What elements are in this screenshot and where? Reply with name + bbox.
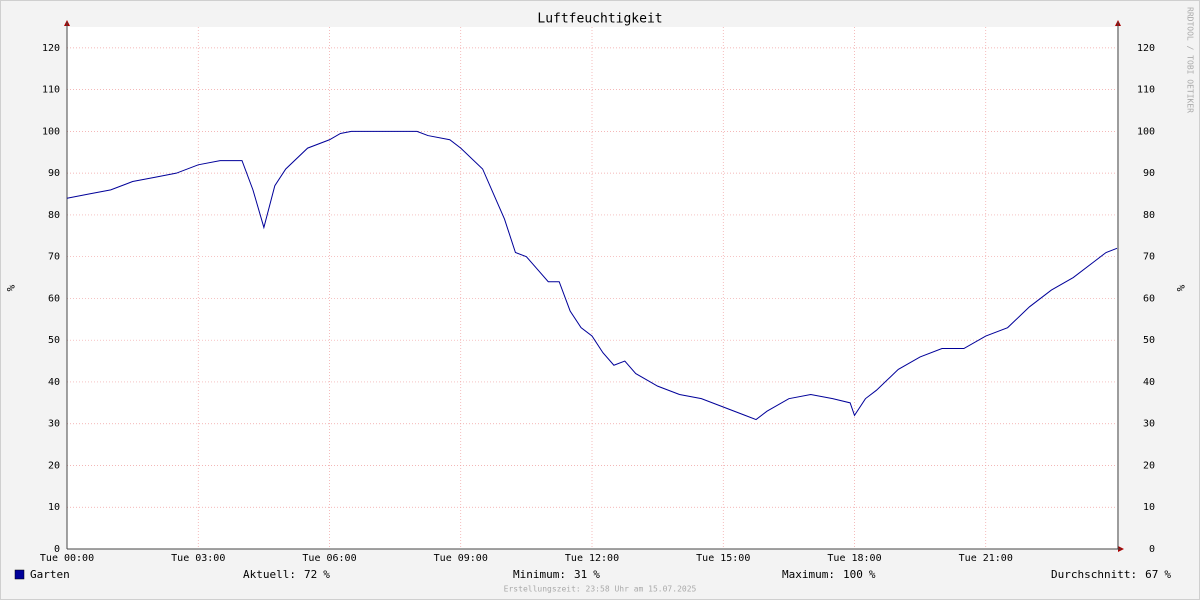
- y-axis-label: %: [4, 285, 17, 292]
- y-tick-label: 0: [54, 544, 60, 555]
- y-tick-label-right: 70: [1143, 252, 1155, 263]
- y-tick-label: 30: [48, 419, 60, 430]
- y-tick-label-right: 40: [1143, 377, 1155, 388]
- x-tick-label: Tue 15:00: [696, 553, 750, 564]
- legend-label: Garten: [30, 568, 70, 581]
- watermark: RRDTOOL / TOBI OETIKER: [1186, 7, 1195, 113]
- y-tick-label-right: 90: [1143, 168, 1155, 179]
- x-tick-label: Tue 12:00: [565, 553, 619, 564]
- y-tick-label-right: 20: [1143, 460, 1155, 471]
- y-tick-label-right: 50: [1143, 335, 1155, 346]
- x-tick-label: Tue 06:00: [302, 553, 356, 564]
- y-tick-label-right: 30: [1143, 419, 1155, 430]
- y-tick-label-right: 110: [1137, 85, 1155, 96]
- y-tick-label: 40: [48, 377, 60, 388]
- stat-unit: %: [869, 568, 876, 581]
- y-tick-label: 60: [48, 293, 60, 304]
- y-tick-label: 50: [48, 335, 60, 346]
- stat-label: Durchschnitt:: [1051, 568, 1137, 581]
- y-tick-label-right: 80: [1143, 210, 1155, 221]
- y-axis-label-right: %: [1174, 285, 1187, 292]
- stat-unit: %: [593, 568, 600, 581]
- stat-value: 67: [1145, 568, 1158, 581]
- y-tick-label: 70: [48, 252, 60, 263]
- y-tick-label: 110: [42, 85, 60, 96]
- legend-swatch: [14, 569, 25, 580]
- stat-value: 100: [843, 568, 863, 581]
- stat-label: Minimum:: [513, 568, 566, 581]
- stat-unit: %: [323, 568, 330, 581]
- stat: Maximum: 100%: [782, 568, 876, 581]
- stat-value: 72: [304, 568, 317, 581]
- x-tick-label: Tue 21:00: [959, 553, 1013, 564]
- y-tick-label: 90: [48, 168, 60, 179]
- stat-label: Aktuell:: [243, 568, 296, 581]
- y-tick-label-right: 100: [1137, 126, 1155, 137]
- stat-value: 31: [574, 568, 587, 581]
- stat-label: Maximum:: [782, 568, 835, 581]
- y-tick-label-right: 10: [1143, 502, 1155, 513]
- stat-unit: %: [1164, 568, 1171, 581]
- stat: Aktuell: 72%: [243, 568, 330, 581]
- x-tick-label: Tue 18:00: [827, 553, 881, 564]
- stat: Minimum: 31%: [513, 568, 600, 581]
- x-tick-label: Tue 09:00: [434, 553, 488, 564]
- chart-title: Luftfeuchtigkeit: [537, 12, 662, 27]
- y-tick-label: 80: [48, 210, 60, 221]
- y-tick-label: 120: [42, 43, 60, 54]
- y-tick-label-right: 0: [1149, 544, 1155, 555]
- footer: Erstellungszeit: 23:58 Uhr am 15.07.2025: [504, 585, 697, 594]
- x-tick-label: Tue 03:00: [171, 553, 225, 564]
- stat: Durchschnitt: 67%: [1051, 568, 1171, 581]
- y-tick-label-right: 120: [1137, 43, 1155, 54]
- y-tick-label: 100: [42, 126, 60, 137]
- y-tick-label: 10: [48, 502, 60, 513]
- y-tick-label-right: 60: [1143, 293, 1155, 304]
- y-tick-label: 20: [48, 460, 60, 471]
- data-line: [66, 130, 1118, 421]
- x-tick-label: Tue 00:00: [40, 553, 94, 564]
